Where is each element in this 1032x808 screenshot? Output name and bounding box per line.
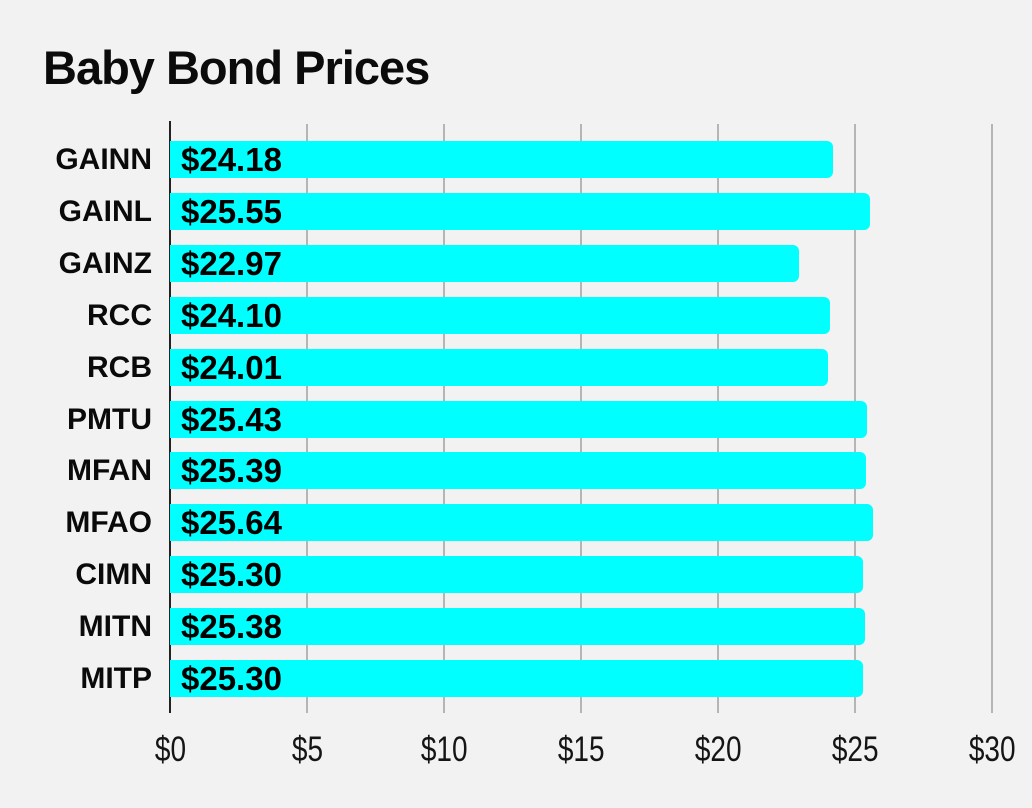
bar-row: MITP $25.30: [0, 660, 1032, 697]
x-tick-label: $20: [648, 732, 788, 767]
x-tick-label: $15: [511, 732, 651, 767]
bar-value-label: $25.39: [181, 452, 282, 490]
category-label: RCC: [87, 298, 152, 332]
bar: $25.30: [170, 556, 864, 594]
category-label: MITP: [80, 662, 152, 695]
bar: $24.18: [170, 141, 833, 178]
bar-value-label: $25.30: [181, 556, 282, 594]
x-tick-label: $5: [237, 732, 377, 767]
category-label: CIMN: [75, 558, 152, 592]
bar: $25.30: [170, 660, 864, 697]
category-label: GAINZ: [58, 246, 152, 280]
x-tick-text: $15: [557, 730, 605, 769]
bar-value-label: $25.55: [181, 192, 282, 230]
x-tick-text: $30: [968, 730, 1016, 769]
category-label: GAINN: [55, 143, 152, 176]
x-tick-text: $5: [291, 730, 323, 769]
bar-value-label: $25.64: [181, 504, 282, 542]
bar-value-label: $25.43: [181, 400, 282, 438]
bar-row: RCC $24.10: [0, 296, 1032, 334]
bar-value-label: $24.18: [181, 141, 282, 178]
bar: $25.64: [170, 504, 873, 542]
bar-row: CIMN $25.30: [0, 556, 1032, 594]
chart-title: Baby Bond Prices: [43, 41, 430, 94]
category-label: MFAO: [65, 506, 152, 540]
x-tick-text: $25: [831, 730, 879, 769]
bar-value-label: $24.10: [181, 296, 282, 334]
x-tick-text: $0: [154, 730, 186, 769]
bar-value-label: $25.30: [181, 660, 282, 697]
x-tick-text: $10: [420, 730, 468, 769]
bar-row: PMTU $25.43: [0, 400, 1032, 438]
bar-row: GAINN $24.18: [0, 141, 1032, 178]
category-label: MFAN: [67, 454, 152, 488]
bar-value-label: $24.01: [181, 348, 282, 386]
category-label: PMTU: [67, 402, 152, 436]
category-label: MITN: [78, 610, 152, 644]
category-label: GAINL: [58, 194, 152, 228]
x-tick-label: $0: [100, 732, 240, 767]
gridline-30: [991, 124, 993, 713]
x-tick-label: $25: [785, 732, 925, 767]
bar-row: GAINL $25.55: [0, 192, 1032, 230]
x-tick-label: $30: [922, 732, 1032, 767]
bar-row: MFAN $25.39: [0, 452, 1032, 490]
bar-row: MFAO $25.64: [0, 504, 1032, 542]
bar-value-label: $22.97: [181, 244, 282, 282]
bar: $24.10: [170, 296, 831, 334]
bar-row: GAINZ $22.97: [0, 244, 1032, 282]
bar-row: RCB $24.01: [0, 348, 1032, 386]
bar-value-label: $25.38: [181, 608, 282, 646]
bar-row: MITN $25.38: [0, 608, 1032, 646]
bar: $25.38: [170, 608, 866, 646]
bar: $22.97: [170, 244, 800, 282]
x-tick-text: $20: [694, 730, 742, 769]
bar: $25.39: [170, 452, 866, 490]
category-label: RCB: [87, 350, 152, 384]
bar: $25.43: [170, 400, 867, 438]
x-tick-label: $10: [374, 732, 514, 767]
bar: $24.01: [170, 348, 828, 386]
bar: $25.55: [170, 192, 871, 230]
